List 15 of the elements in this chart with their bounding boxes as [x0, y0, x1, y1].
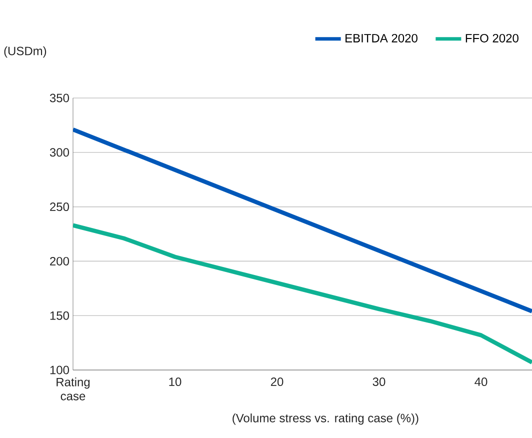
y-tick-label: 300	[50, 148, 70, 157]
x-axis-title: (Volume stress vs. rating case (%))	[232, 414, 418, 425]
x-tick-label: 40	[474, 378, 488, 386]
y-tick-label: 200	[50, 256, 70, 266]
y-tick-label: 350	[50, 94, 70, 102]
y-tick-label: 100	[50, 366, 70, 374]
x-tick-label: Rating case	[56, 378, 90, 400]
y-tick-label: 150	[50, 311, 70, 320]
y-tick-label: 250	[50, 202, 70, 212]
x-tick-label: 20	[270, 378, 284, 386]
x-tick-label: 30	[372, 378, 386, 386]
x-tick-label: 10	[169, 378, 182, 386]
legend-label: EBITDA 2020	[346, 34, 418, 42]
y-axis-title: (USDm)	[4, 46, 46, 58]
legend-label: FFO 2020	[466, 34, 518, 42]
